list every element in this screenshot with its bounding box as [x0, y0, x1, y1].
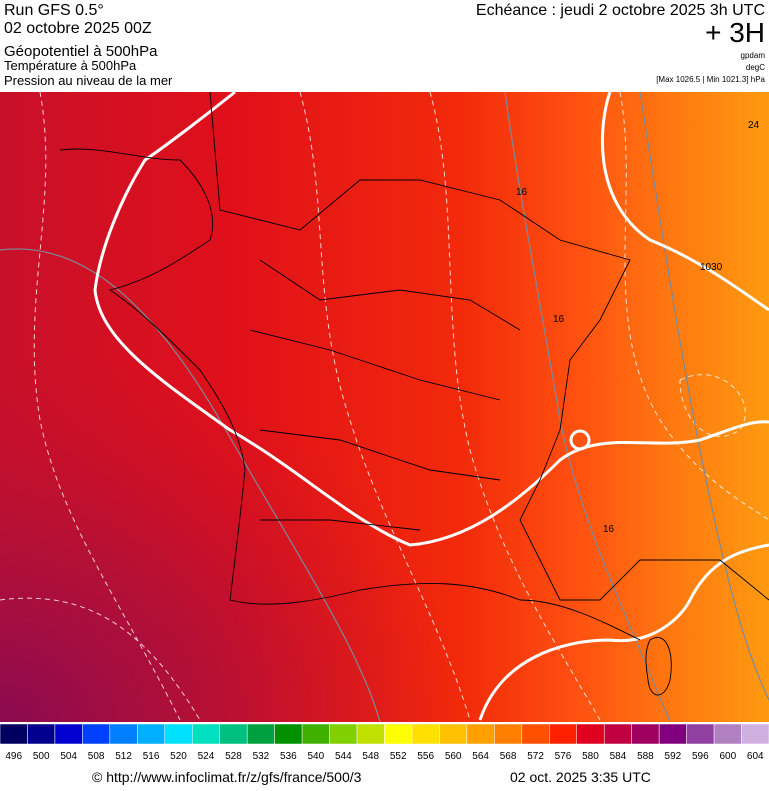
colorbar-label: 572 — [527, 751, 544, 762]
field: Géopotentiel à 500hPa — [4, 43, 158, 60]
colorbar-label: 600 — [719, 751, 736, 762]
colorbar-swatch — [109, 723, 138, 745]
colorbar-label: 544 — [335, 751, 352, 762]
colorbar-label: 520 — [170, 751, 187, 762]
colorbar-swatch — [411, 723, 440, 745]
colorbar-label: 552 — [390, 751, 407, 762]
colorbar-swatch — [246, 723, 275, 745]
source-url: © http://www.infoclimat.fr/z/gfs/france/… — [92, 769, 362, 785]
colorbar-label: 508 — [88, 751, 105, 762]
colorbar-swatch — [164, 723, 193, 745]
colorbar-swatch — [329, 723, 358, 745]
colorbar-label: 512 — [115, 751, 132, 762]
contour-label: 1030 — [700, 262, 723, 273]
colorbar-label: 588 — [637, 751, 654, 762]
field3: Pression au niveau de la mer — [4, 73, 173, 88]
colorbar-label: 496 — [5, 751, 22, 762]
colorbar-swatch — [713, 723, 742, 745]
contour-label: 16 — [553, 314, 565, 325]
colorbar-label: 516 — [143, 751, 160, 762]
map-field — [0, 92, 769, 722]
colorbar-swatch — [686, 723, 715, 745]
colorbar-label: 504 — [60, 751, 77, 762]
colorbar-label: 540 — [307, 751, 324, 762]
colorbar-swatch — [631, 723, 660, 745]
colorbar-swatch — [384, 723, 413, 745]
contour-labels: 16 24 1030 16 16 — [516, 120, 760, 535]
colorbar-swatch — [192, 723, 220, 745]
colorbar-label: 576 — [555, 751, 572, 762]
unit: gpdam — [741, 51, 766, 60]
colorbar-label: 532 — [253, 751, 270, 762]
colorbar-label: 592 — [665, 751, 682, 762]
unit: [Max 1026.5 | Min 1021.3] hPa — [656, 75, 765, 84]
colorbar-swatch — [658, 723, 687, 745]
colorbar-swatch — [54, 723, 83, 745]
map: 16 24 1030 16 16 — [0, 90, 769, 723]
colorbar-swatch — [274, 723, 303, 745]
temperature-isolines — [0, 91, 769, 721]
colorbar-swatch — [494, 723, 523, 745]
colorbar-label: 604 — [747, 751, 764, 762]
field2: Température à 500hPa — [4, 58, 137, 73]
colorbar-label: 584 — [610, 751, 627, 762]
colorbar-label: 556 — [417, 751, 434, 762]
colorbar-swatch — [549, 723, 577, 745]
colorbar-swatch — [301, 723, 330, 745]
colorbar-label: 548 — [362, 751, 379, 762]
colorbar-swatch — [0, 723, 28, 745]
colorbar-swatch — [439, 723, 468, 745]
colorbar-label: 500 — [33, 751, 50, 762]
colorbar-label: 528 — [225, 751, 242, 762]
colorbar-label: 568 — [500, 751, 517, 762]
contour-label: 16 — [516, 187, 528, 198]
run: Run GFS 0.5° — [4, 2, 104, 19]
colorbar-swatch — [137, 723, 166, 745]
colorbar-swatch — [521, 723, 550, 745]
geopotential-isolines — [0, 91, 769, 723]
run-date: 02 octobre 2025 00Z — [4, 20, 152, 37]
colorbar-swatch — [356, 723, 385, 745]
colorbar-swatch — [741, 723, 769, 745]
coastlines — [59, 91, 769, 696]
colorbar-label: 564 — [472, 751, 489, 762]
colorbar-swatch — [82, 723, 111, 745]
contour-label: 16 — [603, 524, 615, 535]
echeance: Echéance : jeudi 2 octobre 2025 3h UTC — [476, 2, 765, 19]
colorbar-swatch — [466, 723, 495, 745]
colorbar-label: 596 — [692, 751, 709, 762]
colorbar-label: 580 — [582, 751, 599, 762]
colorbar-swatch — [219, 723, 248, 745]
contour-label: 24 — [748, 120, 760, 131]
step: + 3H — [705, 17, 765, 48]
colorbar-swatch — [27, 723, 56, 745]
colorbar-swatch — [603, 723, 632, 745]
colorbar-label: 524 — [198, 751, 215, 762]
colorbar-label: 536 — [280, 751, 297, 762]
colorbar-swatch — [576, 723, 605, 745]
colorbar: 496 500 504 508 512 516 520 524 528 532 536 540 544 5… — [0, 723, 769, 762]
colorbar-label: 560 — [445, 751, 462, 762]
timestamp: 02 oct. 2025 3:35 UTC — [510, 769, 651, 785]
unit: degC — [746, 63, 765, 72]
